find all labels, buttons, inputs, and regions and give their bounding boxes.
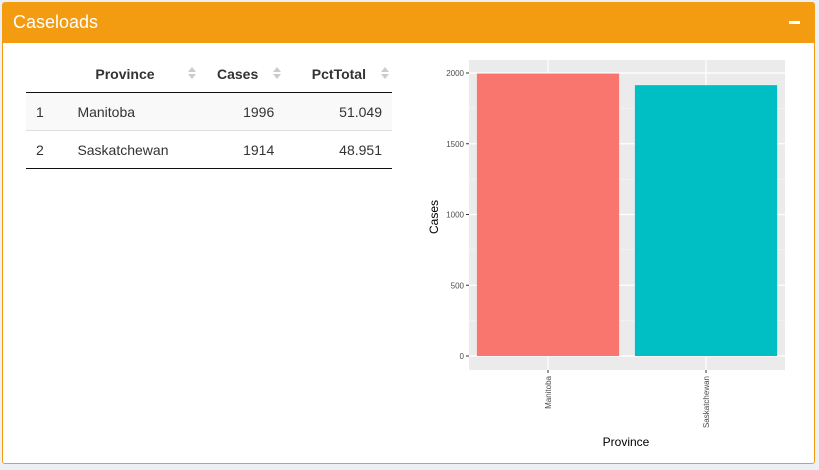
header-pcttotal-label: PctTotal	[311, 66, 366, 82]
sort-icon[interactable]	[187, 67, 197, 81]
cases-bar-chart: 0 500 1000 1500 2000 Manitoba Saskatchewan Cas…	[427, 60, 785, 449]
row-cases: 1914	[198, 130, 285, 169]
caseload-table: Province Cases PctTotal 1 Manitoba 1996 …	[26, 56, 392, 169]
header-index	[26, 56, 78, 93]
bar-saskatchewan	[634, 85, 778, 356]
y-tick-label: 1500	[446, 140, 464, 149]
header-province[interactable]: Province	[77, 56, 199, 93]
row-index: 2	[26, 130, 78, 169]
row-province: Saskatchewan	[77, 130, 199, 169]
header-cases-label: Cases	[216, 66, 259, 82]
x-tick-label: Manitoba	[544, 375, 553, 408]
table-row[interactable]: 1 Manitoba 1996 51.049	[26, 92, 392, 131]
x-axis-label: Province	[603, 435, 650, 449]
sort-icon[interactable]	[272, 67, 282, 81]
row-cases: 1996	[198, 92, 285, 131]
y-tick-label: 500	[451, 281, 465, 290]
row-pcttotal: 48.951	[284, 130, 392, 169]
x-tick-label: Saskatchewan	[702, 376, 711, 428]
row-province: Manitoba	[77, 92, 199, 131]
header-pcttotal[interactable]: PctTotal	[284, 56, 392, 93]
bar-manitoba	[476, 73, 620, 356]
collapse-button[interactable]	[782, 9, 808, 35]
y-tick-label: 1000	[446, 211, 464, 220]
table-header-row: Province Cases PctTotal	[26, 56, 392, 93]
header-province-label: Province	[95, 66, 155, 82]
y-tick-label: 2000	[446, 69, 464, 78]
header-cases[interactable]: Cases	[198, 56, 285, 93]
y-tick-label: 0	[460, 352, 465, 361]
table-row[interactable]: 2 Saskatchewan 1914 48.951	[26, 130, 392, 169]
y-axis-label: Cases	[427, 200, 441, 234]
box-title: Caseloads	[13, 12, 99, 32]
sort-icon[interactable]	[380, 67, 390, 81]
minus-icon	[789, 21, 800, 24]
row-pcttotal: 51.049	[284, 92, 392, 131]
box-header: Caseloads	[3, 3, 814, 43]
row-index: 1	[26, 92, 78, 131]
